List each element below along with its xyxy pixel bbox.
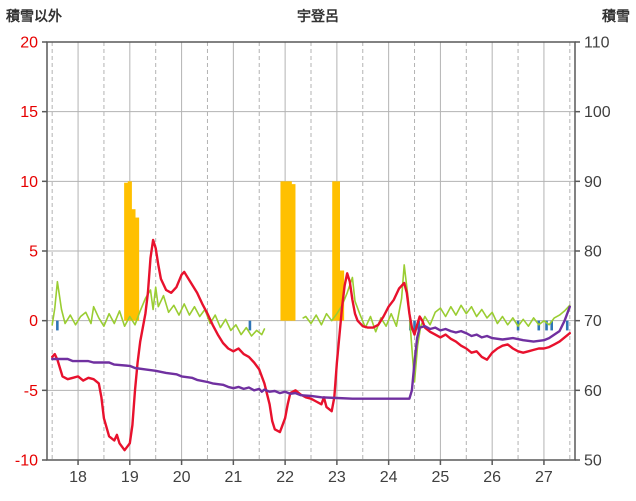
- svg-text:0: 0: [29, 313, 38, 330]
- svg-text:20: 20: [173, 469, 191, 486]
- svg-text:-10: -10: [15, 453, 38, 470]
- svg-text:26: 26: [483, 469, 501, 486]
- svg-text:23: 23: [328, 469, 346, 486]
- svg-text:21: 21: [224, 469, 242, 486]
- chart-title: 宇登呂: [297, 8, 339, 24]
- svg-text:24: 24: [380, 469, 398, 486]
- svg-text:110: 110: [584, 35, 610, 52]
- svg-text:25: 25: [432, 469, 450, 486]
- svg-text:15: 15: [20, 104, 38, 121]
- left-axis-title: 積雪以外: [6, 8, 62, 24]
- svg-text:100: 100: [584, 104, 611, 121]
- svg-text:70: 70: [584, 313, 602, 330]
- svg-text:18: 18: [69, 469, 87, 486]
- svg-text:60: 60: [584, 383, 602, 400]
- svg-text:90: 90: [584, 174, 602, 191]
- svg-text:27: 27: [535, 469, 553, 486]
- svg-text:20: 20: [20, 35, 38, 52]
- right-axis-title: 積雪: [602, 8, 630, 24]
- svg-text:22: 22: [276, 469, 294, 486]
- svg-text:19: 19: [121, 469, 139, 486]
- svg-text:80: 80: [584, 244, 602, 261]
- svg-text:-5: -5: [24, 383, 38, 400]
- svg-text:50: 50: [584, 453, 602, 470]
- svg-text:10: 10: [20, 174, 38, 191]
- svg-text:5: 5: [29, 244, 38, 261]
